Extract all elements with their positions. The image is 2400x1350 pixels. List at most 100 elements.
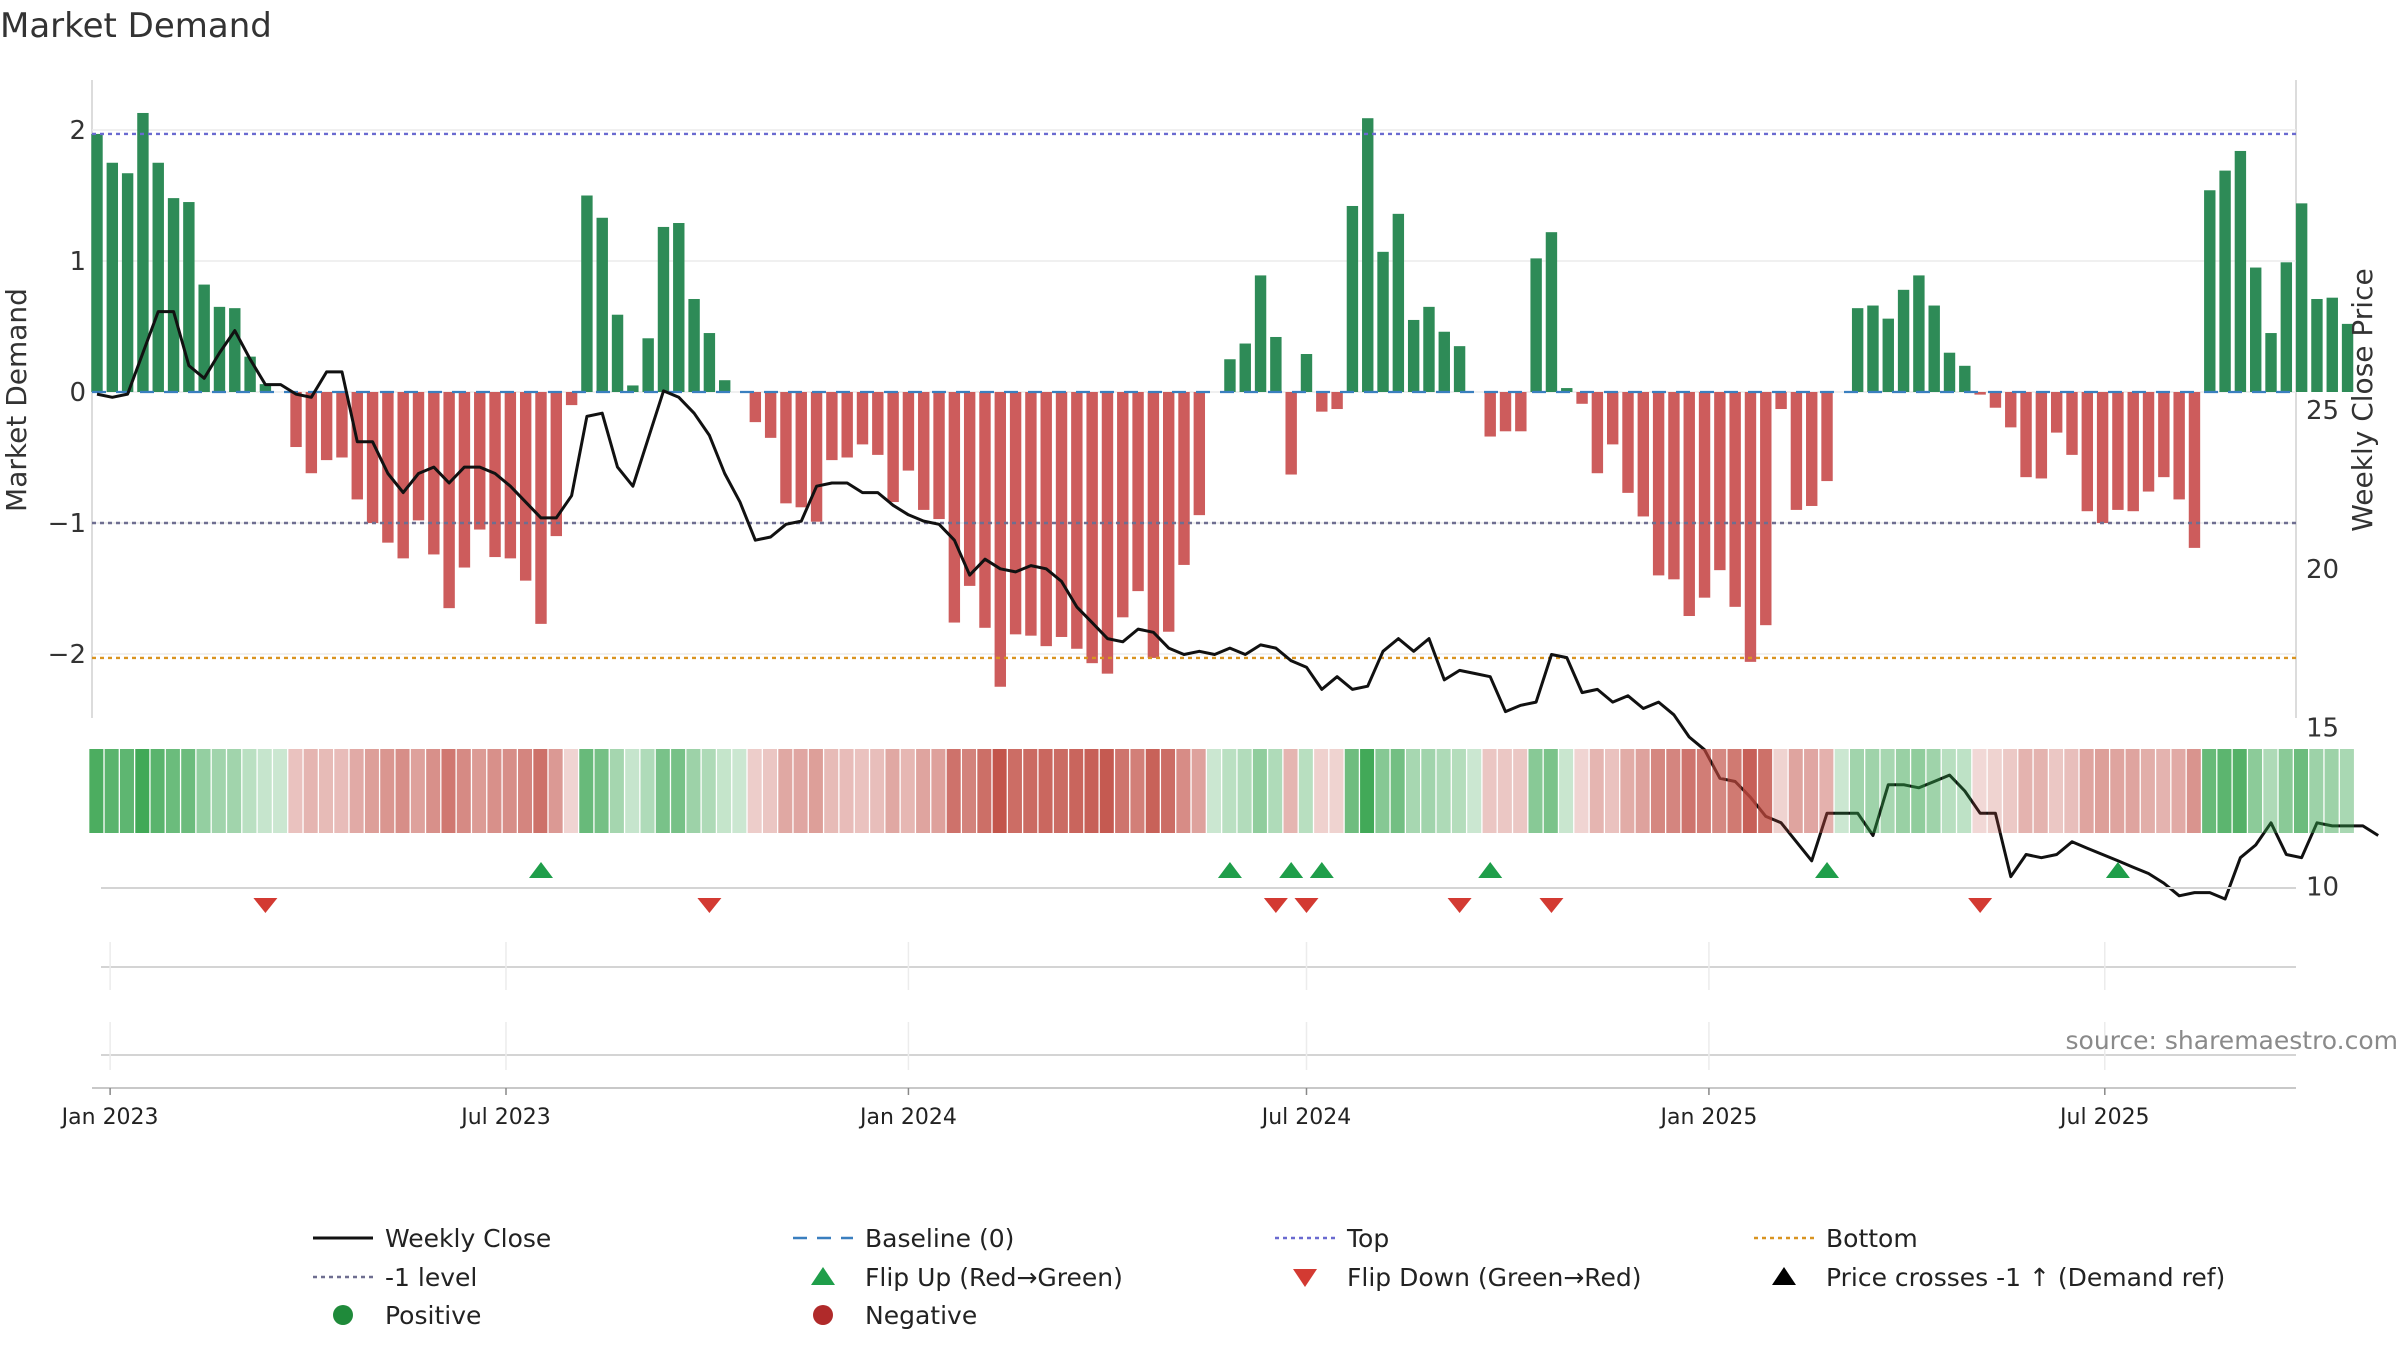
strip-cell bbox=[625, 749, 640, 833]
strip-cell bbox=[1650, 749, 1665, 833]
strip-cell bbox=[303, 749, 318, 833]
demand-bar bbox=[1867, 305, 1879, 392]
strip-cell bbox=[1191, 749, 1206, 833]
demand-bar bbox=[428, 392, 440, 555]
strip-cell bbox=[1589, 749, 1604, 833]
strip-cell bbox=[1574, 749, 1589, 833]
demand-bar bbox=[1055, 392, 1068, 637]
demand-bar bbox=[994, 392, 1006, 687]
strip-cell bbox=[1773, 749, 1788, 833]
strip-cell bbox=[242, 749, 257, 833]
x-tick-label: Jan 2023 bbox=[60, 1105, 159, 1130]
strip-cell bbox=[1497, 749, 1512, 833]
demand-bar bbox=[351, 392, 363, 500]
demand-bar bbox=[1744, 392, 1757, 662]
strip-cell bbox=[579, 749, 594, 833]
legend-label: Price crosses -1 ↑ (Demand ref) bbox=[1826, 1263, 2225, 1292]
demand-bar bbox=[1821, 392, 1833, 482]
strip-cell bbox=[1298, 749, 1313, 833]
strip-cell bbox=[2293, 749, 2308, 833]
strip-cell bbox=[349, 749, 364, 833]
demand-bar bbox=[795, 392, 807, 508]
strip-cell bbox=[1834, 749, 1849, 833]
demand-bar bbox=[1499, 392, 1512, 432]
strip-cell bbox=[1758, 749, 1773, 833]
demand-bar bbox=[2341, 323, 2354, 392]
demand-bar bbox=[1989, 392, 2002, 408]
strip-cell bbox=[1543, 749, 1558, 833]
demand-bar bbox=[2295, 203, 2308, 392]
demand-bar bbox=[1362, 118, 1374, 393]
x-tick-label: Jan 2025 bbox=[1658, 1105, 1757, 1130]
strip-cell bbox=[1987, 749, 2002, 833]
strip-cell bbox=[640, 749, 655, 833]
strip-cell bbox=[441, 749, 456, 833]
strip-cell bbox=[1053, 749, 1068, 833]
flip-down-marker bbox=[697, 898, 722, 913]
demand-bar bbox=[1683, 392, 1695, 617]
flip-up-marker bbox=[1478, 862, 1503, 878]
demand-bar bbox=[167, 198, 180, 392]
strip-cell bbox=[380, 749, 395, 833]
strip-cell bbox=[1099, 749, 1114, 833]
legend-swatch-triangle-up bbox=[811, 1267, 835, 1285]
strip-cell bbox=[962, 749, 977, 833]
demand-bar bbox=[1729, 392, 1741, 607]
demand-bar bbox=[2081, 392, 2093, 512]
demand-bar bbox=[887, 392, 899, 503]
strip-cell bbox=[1972, 749, 1987, 833]
strip-cell bbox=[1069, 749, 1084, 833]
demand-bar bbox=[244, 356, 256, 392]
demand-bar bbox=[259, 384, 272, 392]
strip-cell bbox=[1436, 749, 1451, 833]
demand-bar bbox=[627, 385, 639, 392]
strip-cell bbox=[1344, 749, 1359, 833]
strip-cell bbox=[1957, 749, 1972, 833]
demand-bar bbox=[1561, 388, 1573, 392]
strip-cell bbox=[104, 749, 119, 833]
demand-bar bbox=[2219, 170, 2231, 392]
demand-bar bbox=[2127, 392, 2139, 512]
strip-cell bbox=[1513, 749, 1528, 833]
strip-cell bbox=[1222, 749, 1237, 833]
demand-bar bbox=[91, 133, 103, 392]
strip-cell bbox=[1926, 749, 1941, 833]
strip-cell bbox=[1283, 749, 1298, 833]
strip-cell bbox=[2140, 749, 2155, 833]
demand-bar bbox=[1224, 359, 1236, 392]
strip-cell bbox=[1635, 749, 1650, 833]
legend-label: Positive bbox=[385, 1301, 481, 1330]
demand-bar bbox=[366, 392, 379, 523]
strip-cell bbox=[671, 749, 686, 833]
strip-cell bbox=[502, 749, 517, 833]
strip-cell bbox=[701, 749, 716, 833]
demand-bar bbox=[2250, 267, 2262, 392]
strip-cell bbox=[1911, 749, 1926, 833]
strip-cell bbox=[1895, 749, 1910, 833]
strip-cell bbox=[119, 749, 134, 833]
strip-cell bbox=[1482, 749, 1497, 833]
strip-cell bbox=[227, 749, 242, 833]
demand-bar bbox=[948, 392, 961, 623]
strip-cell bbox=[1130, 749, 1145, 833]
y-tick-label: −2 bbox=[48, 640, 86, 670]
flip-down-marker bbox=[253, 898, 278, 913]
demand-bar bbox=[2096, 392, 2109, 523]
demand-bar bbox=[1193, 392, 1206, 516]
strip-cell bbox=[1421, 749, 1436, 833]
strip-cell bbox=[1666, 749, 1681, 833]
demand-bar bbox=[1254, 275, 1267, 392]
demand-bar bbox=[2173, 392, 2185, 500]
legend-swatch-dot bbox=[333, 1305, 353, 1325]
x-tick-label: Jan 2024 bbox=[858, 1105, 957, 1130]
demand-bar bbox=[198, 284, 210, 392]
demand-bar bbox=[2326, 297, 2338, 392]
strip-cell bbox=[1467, 749, 1482, 833]
strip-cell bbox=[594, 749, 609, 833]
demand-bar bbox=[826, 392, 838, 461]
strip-cell bbox=[2049, 749, 2064, 833]
strip-cell bbox=[2003, 749, 2018, 833]
flip-up-marker bbox=[2105, 862, 2130, 878]
strip-cell bbox=[1237, 749, 1252, 833]
